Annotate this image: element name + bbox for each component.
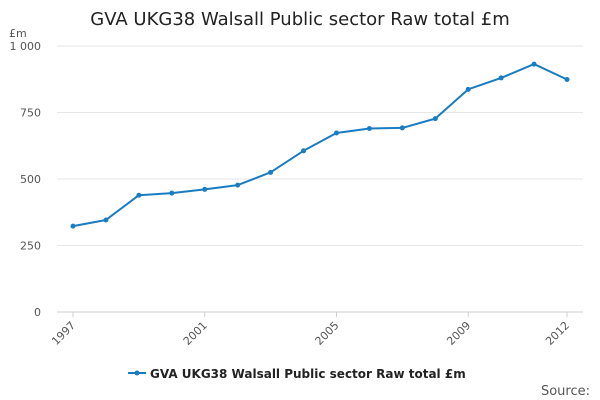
data-point[interactable] (268, 169, 274, 175)
x-tick-label: 2005 (313, 319, 342, 348)
data-point[interactable] (169, 190, 175, 196)
x-tick-label: 2012 (543, 319, 572, 348)
legend-marker (134, 370, 140, 376)
source-label: Source: (541, 384, 590, 399)
y-tick-label: 500 (20, 173, 41, 186)
gridlines (57, 45, 583, 313)
data-point[interactable] (136, 192, 142, 198)
data-point[interactable] (564, 77, 570, 83)
data-point[interactable] (531, 61, 537, 67)
y-tick-label: 750 (20, 107, 41, 120)
x-tick-label: 2009 (444, 319, 473, 348)
data-point[interactable] (432, 116, 438, 122)
data-point[interactable] (333, 130, 339, 136)
data-point[interactable] (465, 86, 471, 92)
series-group (70, 61, 570, 229)
y-axis-ticks: 0 250 500 750 1 000 (10, 40, 42, 319)
x-tick-label: 1997 (49, 319, 78, 348)
legend[interactable]: GVA UKG38 Walsall Public sector Raw tota… (128, 367, 466, 381)
data-point[interactable] (498, 75, 504, 81)
data-point[interactable] (366, 125, 372, 131)
data-point[interactable] (235, 182, 241, 188)
x-axis-ticks: 1997 2001 2005 2009 2012 (49, 312, 572, 348)
chart-title: GVA UKG38 Walsall Public sector Raw tota… (90, 9, 510, 30)
series-line (72, 63, 568, 228)
data-point[interactable] (70, 223, 76, 229)
data-point[interactable] (301, 148, 307, 154)
data-point[interactable] (103, 217, 109, 223)
x-tick-label: 2001 (181, 319, 210, 348)
y-tick-label: 0 (34, 306, 41, 319)
y-tick-label: 250 (20, 240, 41, 253)
data-point[interactable] (399, 125, 405, 131)
y-tick-label: 1 000 (10, 40, 42, 53)
y-axis-unit-label: £m (9, 27, 27, 40)
data-point[interactable] (202, 186, 208, 192)
legend-label: GVA UKG38 Walsall Public sector Raw tota… (150, 367, 466, 381)
